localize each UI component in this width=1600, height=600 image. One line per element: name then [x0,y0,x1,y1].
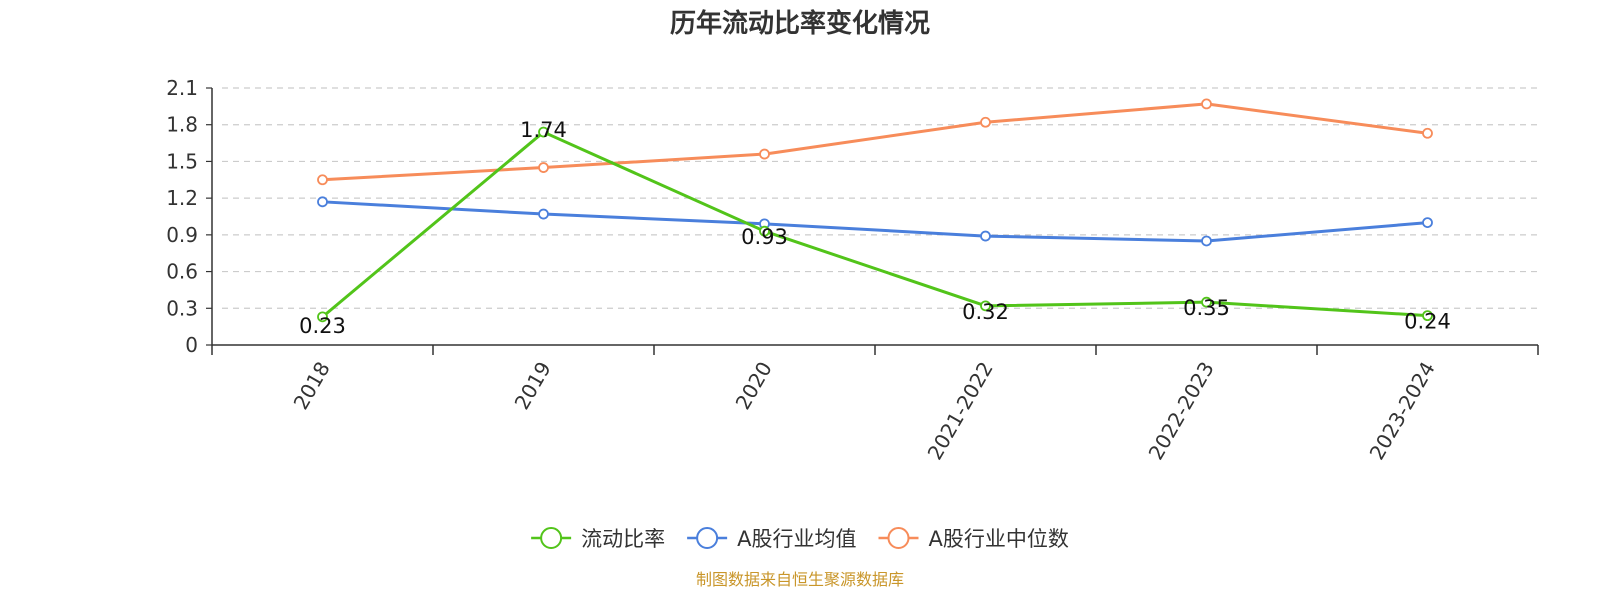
data-point[interactable] [1201,98,1212,110]
legend-item[interactable]: A股行业中位数 [878,527,1069,551]
data-point[interactable] [980,230,991,242]
series-line [322,200,1428,243]
series-lines [317,98,1433,323]
data-point[interactable] [317,174,328,186]
data-label: 0.24 [1404,310,1451,334]
y-tick-label: 1.2 [166,186,198,210]
data-label: 0.32 [962,300,1009,324]
data-point[interactable] [1422,127,1433,139]
series-line [321,130,1428,319]
data-label: 0.35 [1183,296,1230,320]
legend-label: A股行业中位数 [929,527,1069,551]
data-point[interactable] [317,311,328,323]
data-point[interactable] [980,116,991,128]
data-point[interactable] [759,225,770,237]
legend-marker [540,527,563,549]
y-tick-label: 2.1 [166,76,198,100]
y-tick-label: 1.8 [166,113,198,137]
data-point[interactable] [1422,310,1433,322]
legend-marker [887,527,910,549]
legend-item[interactable]: A股行业均值 [687,527,857,551]
x-tick-label: 2020 [731,358,777,414]
legend-item[interactable]: 流动比率 [531,527,665,551]
data-point[interactable] [1422,217,1433,229]
data-point[interactable] [538,126,549,138]
data-point[interactable] [538,208,549,220]
legend-label: 流动比率 [581,527,665,551]
data-point[interactable] [317,196,328,208]
x-tick-label: 2018 [289,358,335,414]
data-point[interactable] [1201,296,1212,308]
axes: 0 0.3 0.6 0.9 1.2 1.5 1.8 2.1 2018 2019 2020 2021-2… [166,76,1539,464]
legend-label: A股行业均值 [737,527,856,551]
data-source-note: 制图数据来自恒生聚源数据库 [696,570,904,589]
data-point[interactable] [1201,235,1212,247]
data-point[interactable] [538,162,549,173]
series-line [322,102,1428,182]
x-tick-label: 2022-2023 [1144,358,1219,464]
y-tick-label: 0.6 [166,260,198,284]
y-tick-label: 0.9 [166,223,198,247]
y-tick-label: 1.5 [166,149,198,173]
data-label: 0.93 [741,225,788,249]
data-point[interactable] [759,148,770,160]
y-tick-label: 0 [185,333,198,357]
x-tick-label: 2023-2024 [1365,358,1440,464]
legend-marker [696,527,719,549]
chart-title: 历年流动比率变化情况 [670,8,930,39]
data-labels: 0.23 1.74 0.93 0.32 0.35 0.24 [299,118,1451,338]
x-tick-label: 2019 [510,358,556,414]
data-label: 1.74 [520,118,567,142]
legend[interactable]: 流动比率 A股行业均值 A股行业中位数 [531,527,1069,551]
y-tick-label: 0.3 [166,296,198,320]
data-point[interactable] [980,300,991,312]
data-label: 0.23 [299,314,346,338]
x-tick-label: 2021-2022 [923,358,998,464]
